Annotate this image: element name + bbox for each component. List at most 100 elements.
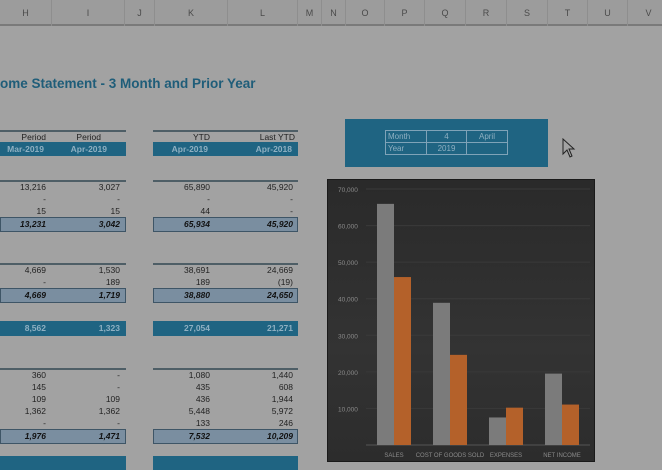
table-cell[interactable]: -	[117, 194, 120, 204]
total-cell[interactable]: 10,209	[267, 431, 293, 441]
date-c4: Apr-2018	[255, 144, 292, 154]
total-cell[interactable]: 1,719	[98, 290, 120, 300]
table-cell[interactable]: -	[117, 370, 120, 380]
column-header[interactable]: O	[346, 0, 385, 26]
total-cell[interactable]: 21,271	[267, 323, 293, 333]
bar-chart[interactable]: 10,000 20,000 30,000 40,000 50,000 60,000 70,0…	[327, 179, 595, 462]
table-cell[interactable]: -	[43, 194, 46, 204]
table-cell[interactable]: 435	[195, 382, 210, 392]
table-cell[interactable]: 3,027	[98, 182, 120, 192]
total-box	[0, 288, 126, 303]
table-cell[interactable]: 436	[195, 394, 210, 404]
table-cell[interactable]: 45,920	[267, 182, 293, 192]
table-cell[interactable]: 1,362	[24, 406, 46, 416]
table-cell[interactable]: 4,669	[24, 265, 46, 275]
table-cell[interactable]: 133	[195, 418, 210, 428]
total-box	[153, 217, 298, 232]
table-cell[interactable]: 109	[31, 394, 46, 404]
total-cell[interactable]: 45,920	[267, 219, 293, 229]
column-header[interactable]: P	[385, 0, 425, 26]
column-header[interactable]: M	[298, 0, 322, 26]
column-header[interactable]: S	[507, 0, 548, 26]
total-cell[interactable]: 8,562	[24, 323, 46, 333]
table-cell[interactable]: 109	[105, 394, 120, 404]
y-tick-label: 60,000	[338, 224, 358, 231]
table-cell[interactable]: (19)	[277, 277, 293, 287]
table-cell[interactable]: 44	[200, 206, 210, 216]
date-bar	[0, 142, 126, 156]
table-cell[interactable]: 38,691	[184, 265, 210, 275]
table-cell[interactable]: 1,362	[98, 406, 120, 416]
column-header[interactable]: N	[322, 0, 346, 26]
total-cell[interactable]: 24,650	[267, 290, 293, 300]
column-header[interactable]: K	[155, 0, 228, 26]
column-header[interactable]: V	[628, 0, 662, 26]
table-cell[interactable]: 13,216	[20, 182, 46, 192]
table-cell[interactable]: -	[117, 418, 120, 428]
month-name: April	[466, 130, 508, 143]
table-cell[interactable]: 1,944	[271, 394, 293, 404]
table-cell[interactable]: 608	[278, 382, 293, 392]
column-header[interactable]: T	[548, 0, 588, 26]
table-cell[interactable]: 15	[110, 206, 120, 216]
rule	[153, 180, 298, 182]
table-cell[interactable]: 360	[31, 370, 46, 380]
header-c1: Period	[21, 132, 46, 142]
x-tick-label: NET INCOME	[543, 453, 581, 459]
total-box	[153, 288, 298, 303]
date-bar	[153, 142, 298, 156]
column-header[interactable]: H	[0, 0, 52, 26]
column-header[interactable]: L	[228, 0, 298, 26]
rule	[0, 368, 126, 370]
table-cell[interactable]: -	[117, 382, 120, 392]
y-tick-label: 10,000	[338, 406, 358, 413]
month-input[interactable]: 4	[426, 130, 467, 143]
header-c2: Period	[76, 132, 101, 142]
column-header[interactable]: I	[52, 0, 125, 26]
year-input[interactable]: 2019	[426, 142, 467, 155]
table-cell[interactable]: 5,972	[271, 406, 293, 416]
total-cell[interactable]: 13,231	[20, 219, 46, 229]
total-cell[interactable]: 1,323	[98, 323, 120, 333]
header-c4: Last YTD	[259, 132, 295, 142]
bottom-bar	[153, 456, 298, 470]
total-cell[interactable]: 4,669	[24, 290, 46, 300]
total-cell[interactable]: 1,976	[24, 431, 46, 441]
table-cell[interactable]: -	[43, 277, 46, 287]
table-cell[interactable]: -	[43, 418, 46, 428]
column-header[interactable]: R	[466, 0, 507, 26]
table-cell[interactable]: 1,530	[98, 265, 120, 275]
total-box	[153, 429, 298, 444]
x-tick-label: COST OF GOODS SOLD	[416, 453, 485, 459]
y-tick-label: 40,000	[338, 297, 358, 304]
table-cell[interactable]: 189	[105, 277, 120, 287]
date-c3: Apr-2019	[171, 144, 208, 154]
bar-net-income	[545, 373, 562, 445]
table-cell[interactable]: 1,440	[271, 370, 293, 380]
table-cell[interactable]: -	[207, 194, 210, 204]
total-cell[interactable]: 1,471	[98, 431, 120, 441]
total-cell[interactable]: 7,532	[188, 431, 210, 441]
total-cell[interactable]: 3,042	[98, 219, 120, 229]
total-cell[interactable]: 38,880	[184, 290, 210, 300]
table-cell[interactable]: 246	[278, 418, 293, 428]
table-cell[interactable]: -	[290, 206, 293, 216]
table-cell[interactable]: 24,669	[267, 265, 293, 275]
column-header[interactable]: U	[588, 0, 628, 26]
table-cell[interactable]: 15	[36, 206, 46, 216]
table-cell[interactable]: 189	[195, 277, 210, 287]
rule	[153, 368, 298, 370]
bar-net-income	[562, 404, 579, 445]
table-cell[interactable]: 145	[31, 382, 46, 392]
total-cell[interactable]: 27,054	[184, 323, 210, 333]
column-header[interactable]: Q	[425, 0, 466, 26]
table-cell[interactable]: 5,448	[188, 406, 210, 416]
table-cell[interactable]: 1,080	[188, 370, 210, 380]
table-cell[interactable]: -	[290, 194, 293, 204]
y-tick-label: 50,000	[338, 260, 358, 267]
rule	[0, 180, 126, 182]
y-tick-label: 20,000	[338, 370, 358, 377]
total-cell[interactable]: 65,934	[184, 219, 210, 229]
column-header[interactable]: J	[125, 0, 155, 26]
table-cell[interactable]: 65,890	[184, 182, 210, 192]
